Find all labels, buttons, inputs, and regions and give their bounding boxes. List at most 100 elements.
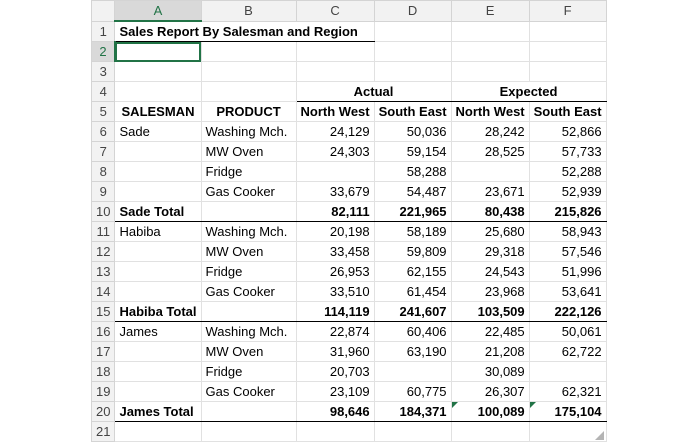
row-header[interactable]: 11 xyxy=(90,221,116,242)
cell[interactable] xyxy=(451,21,530,42)
cell-expected-south-east[interactable]: 51,996 xyxy=(529,261,607,282)
row-header[interactable]: 21 xyxy=(90,421,116,442)
cell-actual-north-west[interactable]: 33,679 xyxy=(296,181,375,202)
cell[interactable] xyxy=(451,61,530,82)
cell[interactable] xyxy=(296,421,375,442)
cell-expected-south-east[interactable]: 57,546 xyxy=(529,241,607,262)
cell-actual-south-east[interactable]: 241,607 xyxy=(374,301,452,322)
header-product[interactable]: PRODUCT xyxy=(201,101,297,122)
cell[interactable] xyxy=(529,41,607,62)
cell-actual-north-west[interactable]: 20,703 xyxy=(296,361,375,382)
cell[interactable] xyxy=(451,421,530,442)
cell-actual-north-west[interactable]: 33,458 xyxy=(296,241,375,262)
cell-expected-north-west[interactable]: 23,671 xyxy=(451,181,530,202)
cell-actual-north-west[interactable]: 114,119 xyxy=(296,301,375,322)
header-expected-south-east[interactable]: South East xyxy=(529,101,607,122)
cell-product[interactable] xyxy=(201,401,297,422)
cell-actual-south-east[interactable]: 221,965 xyxy=(374,201,452,222)
cell-actual-south-east[interactable]: 60,775 xyxy=(374,381,452,402)
cell-salesman[interactable]: Sade xyxy=(114,121,202,142)
cell-actual-north-west[interactable]: 22,874 xyxy=(296,321,375,342)
cell-expected-north-west[interactable]: 29,318 xyxy=(451,241,530,262)
cell[interactable] xyxy=(374,21,452,42)
cell[interactable] xyxy=(374,41,452,62)
cell-expected-north-west[interactable]: 100,089 xyxy=(451,401,530,422)
cell-expected-south-east[interactable]: 58,943 xyxy=(529,221,607,242)
cell[interactable] xyxy=(114,81,202,102)
header-salesman[interactable]: SALESMAN xyxy=(114,101,202,122)
column-header-b[interactable]: B xyxy=(200,0,297,22)
cell-salesman[interactable] xyxy=(114,161,202,182)
row-header[interactable]: 15 xyxy=(90,301,116,322)
group-header-actual[interactable]: Actual xyxy=(296,81,452,102)
cell[interactable] xyxy=(201,61,297,82)
cell-product[interactable] xyxy=(201,201,297,222)
cell-salesman[interactable]: Sade Total xyxy=(114,201,202,222)
cell-expected-north-west[interactable]: 26,307 xyxy=(451,381,530,402)
header-actual-south-east[interactable]: South East xyxy=(374,101,452,122)
cell-product[interactable]: Fridge xyxy=(201,161,297,182)
cell-expected-south-east[interactable]: 62,722 xyxy=(529,341,607,362)
cell-product[interactable]: Gas Cooker xyxy=(201,281,297,302)
row-header[interactable]: 18 xyxy=(90,361,116,382)
cell-expected-south-east[interactable]: 50,061 xyxy=(529,321,607,342)
header-expected-north-west[interactable]: North West xyxy=(451,101,530,122)
cell-salesman[interactable] xyxy=(114,341,202,362)
cell-actual-north-west[interactable] xyxy=(296,161,375,182)
cell-expected-north-west[interactable]: 28,242 xyxy=(451,121,530,142)
cell-salesman[interactable]: Habiba Total xyxy=(114,301,202,322)
cell-actual-south-east[interactable]: 184,371 xyxy=(374,401,452,422)
row-header[interactable]: 12 xyxy=(90,241,116,262)
cell[interactable] xyxy=(374,421,452,442)
row-header[interactable]: 16 xyxy=(90,321,116,342)
cell-actual-north-west[interactable]: 33,510 xyxy=(296,281,375,302)
cell[interactable] xyxy=(201,421,297,442)
cell[interactable] xyxy=(529,21,607,42)
cell-expected-south-east[interactable]: 222,126 xyxy=(529,301,607,322)
row-header[interactable]: 9 xyxy=(90,181,116,202)
cell-product[interactable]: Washing Mch. xyxy=(201,221,297,242)
cell-product[interactable]: MW Oven xyxy=(201,241,297,262)
cell-expected-north-west[interactable]: 25,680 xyxy=(451,221,530,242)
cell-actual-south-east[interactable]: 63,190 xyxy=(374,341,452,362)
cell[interactable] xyxy=(201,81,297,102)
cell[interactable] xyxy=(114,61,202,82)
cell[interactable] xyxy=(529,61,607,82)
cell-salesman[interactable] xyxy=(114,241,202,262)
cell-salesman[interactable] xyxy=(114,281,202,302)
select-all-corner[interactable] xyxy=(90,0,605,440)
cell[interactable] xyxy=(451,41,530,62)
row-header[interactable]: 7 xyxy=(90,141,116,162)
cell-actual-north-west[interactable]: 98,646 xyxy=(296,401,375,422)
cell-actual-south-east[interactable]: 59,154 xyxy=(374,141,452,162)
cell-actual-north-west[interactable]: 20,198 xyxy=(296,221,375,242)
cell-actual-south-east[interactable]: 62,155 xyxy=(374,261,452,282)
cell-expected-south-east[interactable]: 52,939 xyxy=(529,181,607,202)
cell-salesman[interactable] xyxy=(114,261,202,282)
cell-expected-south-east[interactable]: 53,641 xyxy=(529,281,607,302)
cell-expected-south-east[interactable]: 52,866 xyxy=(529,121,607,142)
row-header[interactable]: 8 xyxy=(90,161,116,182)
cell-salesman[interactable]: Habiba xyxy=(114,221,202,242)
cell-expected-north-west[interactable]: 24,543 xyxy=(451,261,530,282)
column-header-d[interactable]: D xyxy=(373,0,452,22)
row-header[interactable]: 20 xyxy=(90,401,116,422)
cell[interactable] xyxy=(201,41,297,62)
cell-actual-north-west[interactable]: 82,111 xyxy=(296,201,375,222)
header-actual-north-west[interactable]: North West xyxy=(296,101,375,122)
cell-expected-south-east[interactable]: 215,826 xyxy=(529,201,607,222)
cell-expected-south-east[interactable]: 52,288 xyxy=(529,161,607,182)
group-header-expected[interactable]: Expected xyxy=(451,81,607,102)
cell-expected-north-west[interactable]: 80,438 xyxy=(451,201,530,222)
cell-actual-south-east[interactable]: 58,288 xyxy=(374,161,452,182)
cell-actual-south-east[interactable]: 59,809 xyxy=(374,241,452,262)
cell-expected-north-west[interactable]: 103,509 xyxy=(451,301,530,322)
cell-actual-south-east[interactable] xyxy=(374,361,452,382)
cell-product[interactable]: Washing Mch. xyxy=(201,121,297,142)
cell-expected-south-east[interactable] xyxy=(529,361,607,382)
cell-salesman[interactable]: James Total xyxy=(114,401,202,422)
cell-product[interactable]: Washing Mch. xyxy=(201,321,297,342)
cell-product[interactable] xyxy=(201,301,297,322)
cell-expected-north-west[interactable] xyxy=(451,161,530,182)
cell-product[interactable]: Fridge xyxy=(201,361,297,382)
